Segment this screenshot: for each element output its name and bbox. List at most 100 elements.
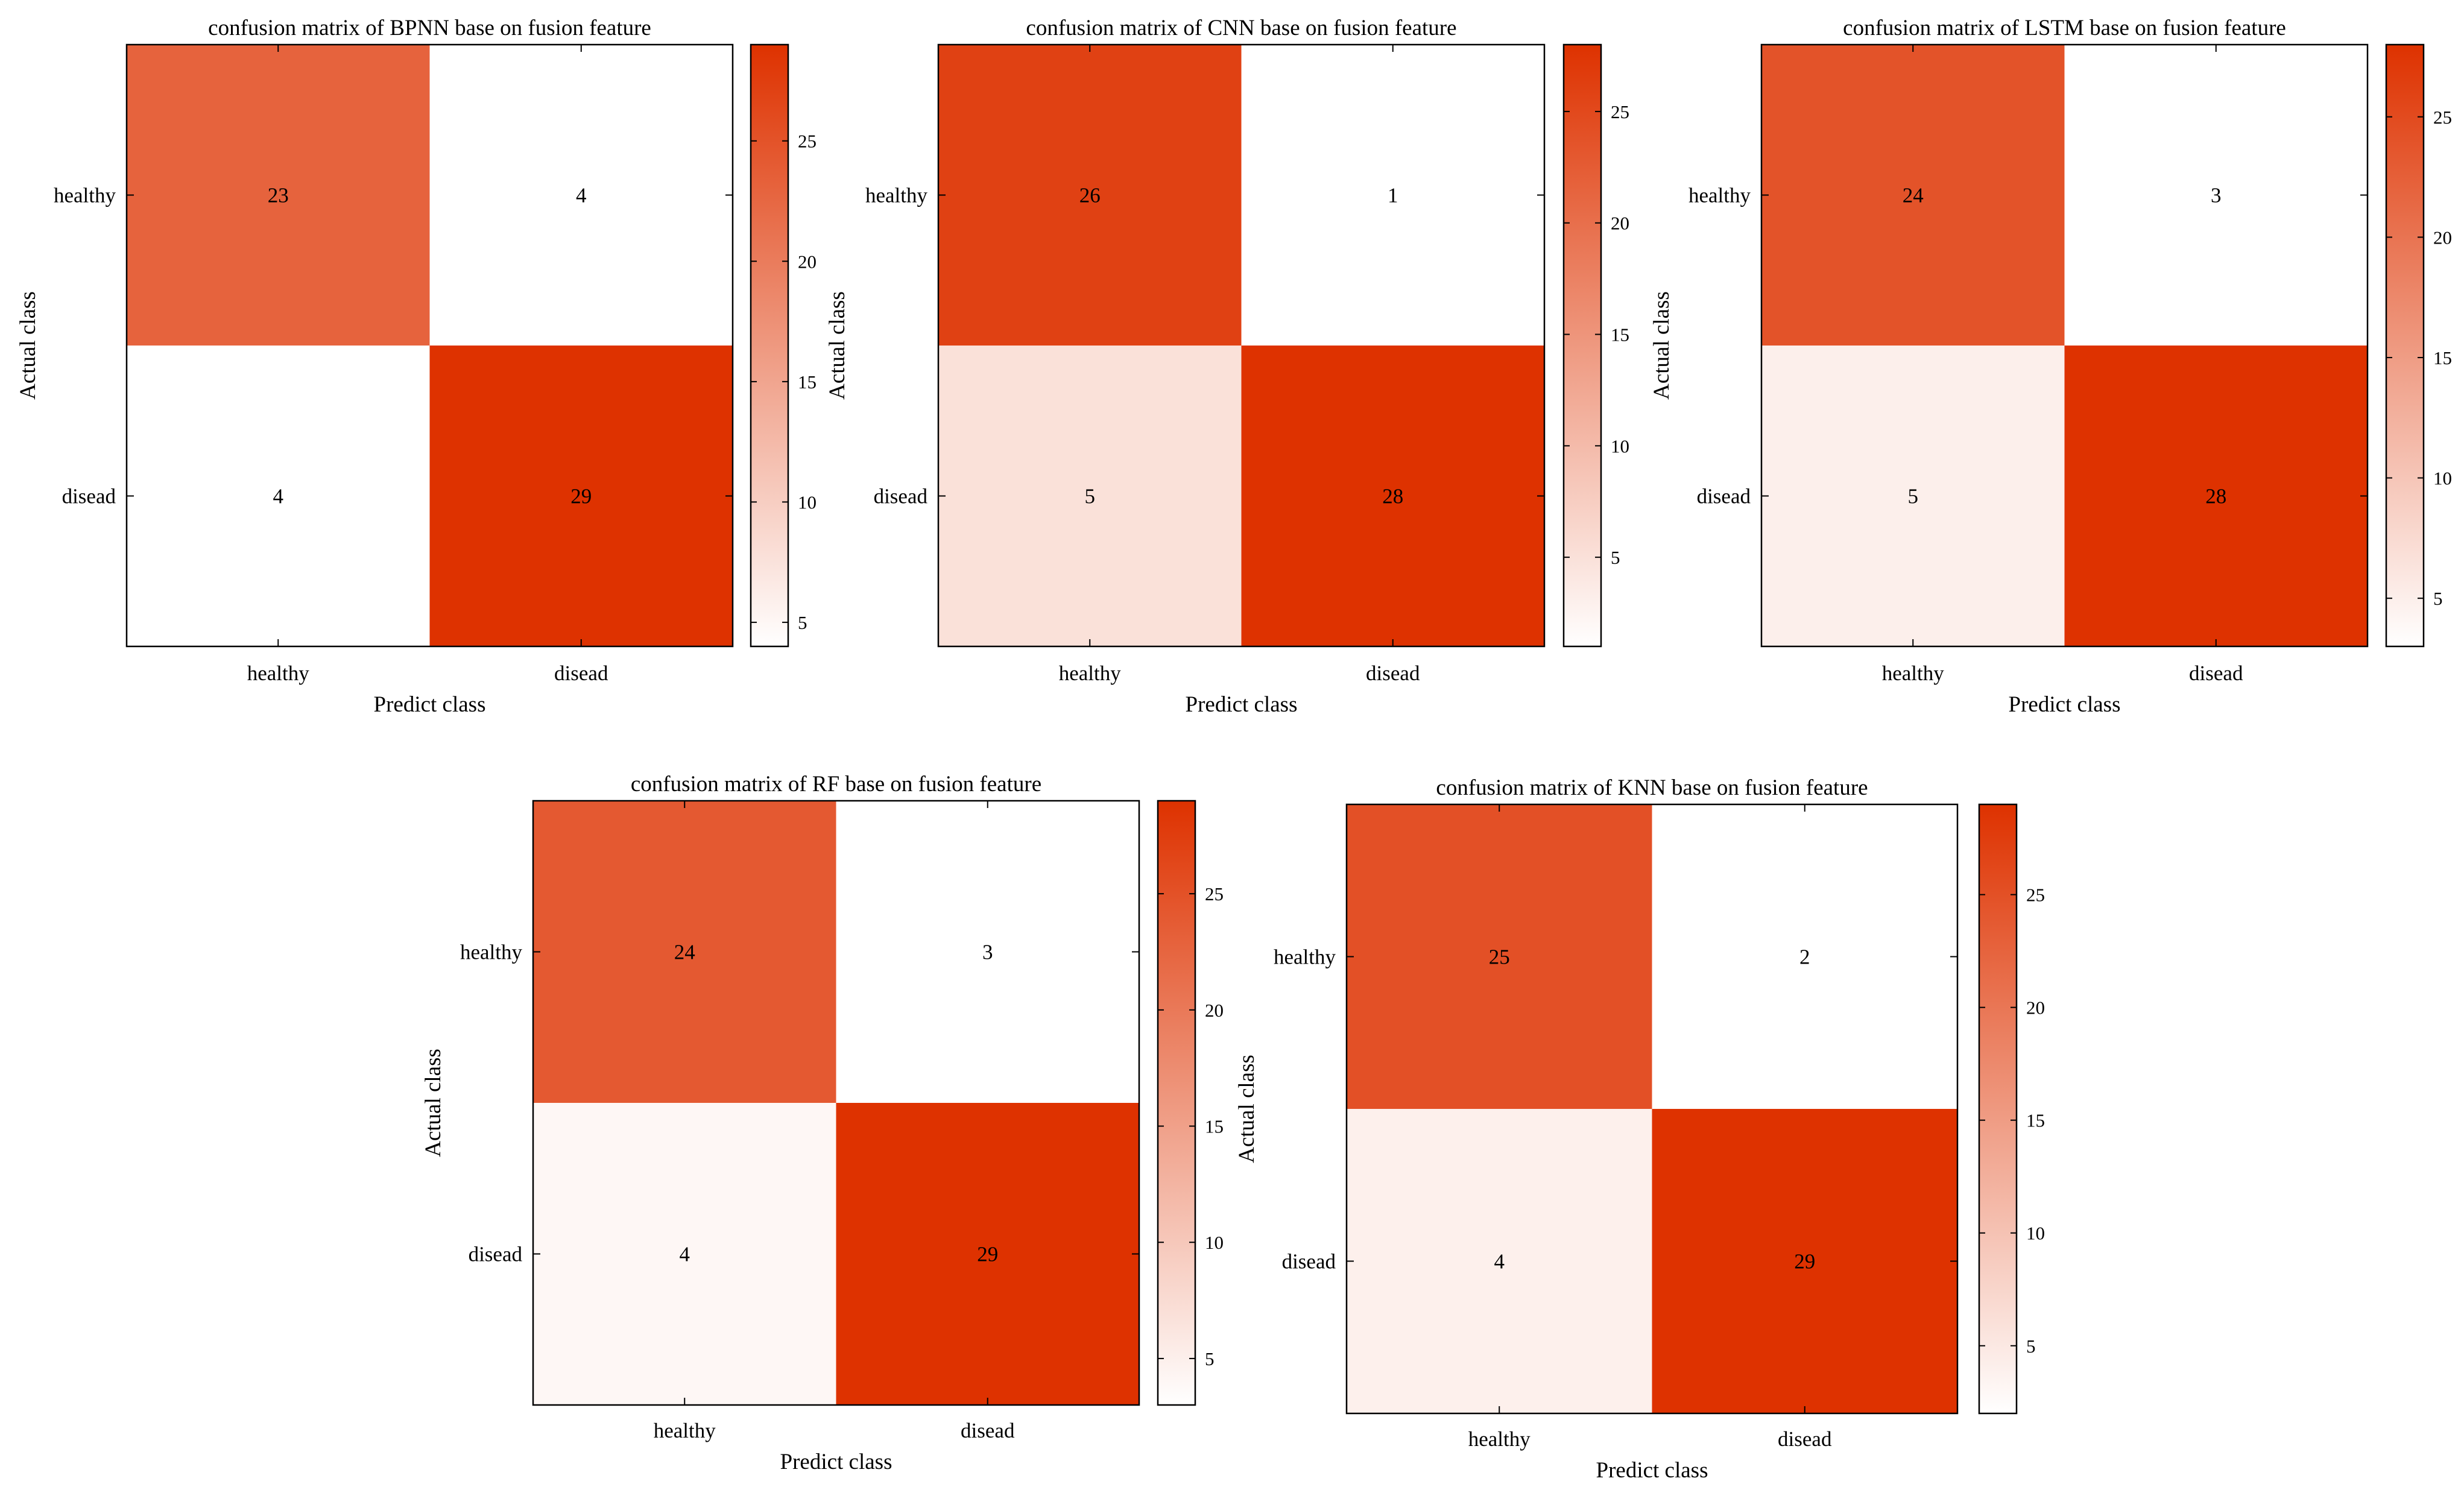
colorbar-tick-label: 15 <box>798 371 817 393</box>
heatmap-cell <box>2064 346 2368 646</box>
colorbar-tick-label: 10 <box>1205 1232 1224 1253</box>
x-axis-label: Predict class <box>780 1450 892 1474</box>
confusion-matrix-panel-5: 25 2 4 29 healthy disead healthy disead confusio… <box>1234 775 2045 1483</box>
x-tick-label: healthy <box>1059 661 1122 685</box>
x-tick-label: disead <box>554 661 608 685</box>
heatmap-cell <box>429 45 733 346</box>
chart-title: confusion matrix of KNN base on fusion f… <box>1436 775 1868 800</box>
colorbar-tick-label: 25 <box>2026 885 2045 906</box>
heatmap-cell <box>1652 804 1957 1109</box>
cell-value-label: 25 <box>1489 945 1510 969</box>
chart-title: confusion matrix of BPNN base on fusion … <box>208 16 651 40</box>
heatmap-cell <box>127 45 430 346</box>
y-tick-label: healthy <box>865 184 928 207</box>
colorbar-gradient <box>1562 43 1602 648</box>
heatmap-cell <box>1347 804 1652 1109</box>
x-axis-label: Predict class <box>374 692 486 717</box>
chart-title: confusion matrix of CNN base on fusion f… <box>1026 16 1456 40</box>
colorbar-tick-label: 20 <box>798 251 817 272</box>
colorbar-tick-label: 10 <box>2433 468 2452 489</box>
heatmap-cell <box>1241 346 1544 646</box>
y-axis-label: Actual class <box>421 1049 446 1157</box>
x-axis-label: Predict class <box>2009 692 2121 717</box>
y-tick-label: healthy <box>1274 945 1336 969</box>
cell-value-label: 28 <box>1382 485 1403 508</box>
colorbar-tick-label: 20 <box>2026 997 2045 1018</box>
heatmap-cell <box>938 346 1242 646</box>
colorbar-tick-label: 5 <box>1611 547 1620 568</box>
cell-value-label: 29 <box>570 485 592 508</box>
axes-frame <box>937 43 1546 648</box>
colorbar-tick-label: 5 <box>1205 1348 1215 1369</box>
colorbar-tick-label: 10 <box>798 491 817 513</box>
colorbar-tick-label: 25 <box>1205 883 1224 904</box>
axes-frame <box>1345 803 1959 1415</box>
cell-value-label: 24 <box>1903 184 1924 207</box>
axes-frame <box>532 800 1140 1406</box>
heatmap-cell <box>533 801 836 1103</box>
heatmap-cell <box>836 1103 1139 1405</box>
cell-value-label: 4 <box>273 485 284 508</box>
heatmap-cell <box>836 801 1139 1103</box>
x-tick-label: healthy <box>654 1419 716 1442</box>
x-tick-label: healthy <box>247 661 310 685</box>
colorbar-tick-label: 20 <box>1611 213 1629 234</box>
heatmap-cell <box>429 346 733 646</box>
heatmap-cell <box>1761 346 2065 646</box>
x-tick-label: healthy <box>1882 661 1945 685</box>
cell-value-label: 4 <box>680 1243 690 1266</box>
chart-title: confusion matrix of LSTM base on fusion … <box>1843 16 2286 40</box>
heatmap-cell <box>127 346 430 646</box>
confusion-matrix-panel-1: 23 4 4 29 healthy disead healthy disead confusio… <box>16 16 817 717</box>
y-tick-label: disead <box>62 485 116 508</box>
colorbar-tick-label: 5 <box>798 612 807 633</box>
axes-frame <box>1760 43 2369 648</box>
cell-value-label: 2 <box>1799 945 1810 969</box>
colorbar-tick-label: 15 <box>1205 1116 1224 1137</box>
y-axis-label: Actual class <box>1234 1055 1259 1163</box>
y-tick-label: healthy <box>1688 184 1751 207</box>
heatmap-cell <box>1761 45 2065 346</box>
y-tick-label: healthy <box>460 941 523 964</box>
cell-value-label: 3 <box>982 941 993 964</box>
x-tick-label: disead <box>961 1419 1015 1442</box>
colorbar-tick-label: 5 <box>2026 1336 2036 1357</box>
cell-value-label: 29 <box>977 1243 998 1266</box>
heatmap-cell <box>1241 45 1544 346</box>
y-axis-label: Actual class <box>16 291 40 400</box>
colorbar-tick-label: 15 <box>2026 1110 2045 1131</box>
colorbar-tick-label: 10 <box>2026 1223 2045 1244</box>
colorbar-tick-label: 20 <box>2433 227 2452 248</box>
x-tick-label: disead <box>1366 661 1420 685</box>
cell-value-label: 28 <box>2205 485 2226 508</box>
colorbar-tick-label: 10 <box>1611 435 1629 456</box>
y-tick-label: disead <box>1282 1250 1336 1274</box>
y-tick-label: disead <box>874 485 928 508</box>
chart-title: confusion matrix of RF base on fusion fe… <box>631 772 1041 797</box>
cell-value-label: 29 <box>1794 1250 1815 1274</box>
confusion-matrix-panel-2: 26 15 28 healthy disead healthy disead confusio… <box>825 16 1629 717</box>
cell-value-label: 4 <box>576 184 587 207</box>
colorbar-tick-label: 15 <box>1611 324 1629 346</box>
y-axis-label: Actual class <box>825 291 850 400</box>
colorbar-tick-label: 25 <box>798 131 817 152</box>
cell-value-label: 5 <box>1908 485 1919 508</box>
cell-value-label: 24 <box>674 941 695 964</box>
x-tick-label: disead <box>2189 661 2243 685</box>
colorbar-tick-label: 25 <box>1611 101 1629 122</box>
colorbar-tick-label: 5 <box>2433 588 2443 609</box>
colorbar: 5 10 15 20 25 <box>1157 800 1224 1406</box>
colorbar: 5 10 15 20 25 <box>750 43 817 648</box>
heatmap-cell <box>533 1103 836 1405</box>
colorbar-gradient <box>2385 43 2425 648</box>
cell-value-label: 26 <box>1079 184 1101 207</box>
cell-value-label: 5 <box>1085 485 1096 508</box>
axes-frame <box>125 43 734 648</box>
x-tick-label: healthy <box>1468 1427 1531 1451</box>
confusion-matrix-panel-4: 24 3 4 29 healthy disead healthy disead confusio… <box>421 772 1224 1474</box>
colorbar-gradient <box>1157 800 1196 1406</box>
y-tick-label: disead <box>1697 485 1751 508</box>
y-tick-label: disead <box>469 1243 523 1266</box>
colorbar-gradient <box>1978 803 2018 1415</box>
